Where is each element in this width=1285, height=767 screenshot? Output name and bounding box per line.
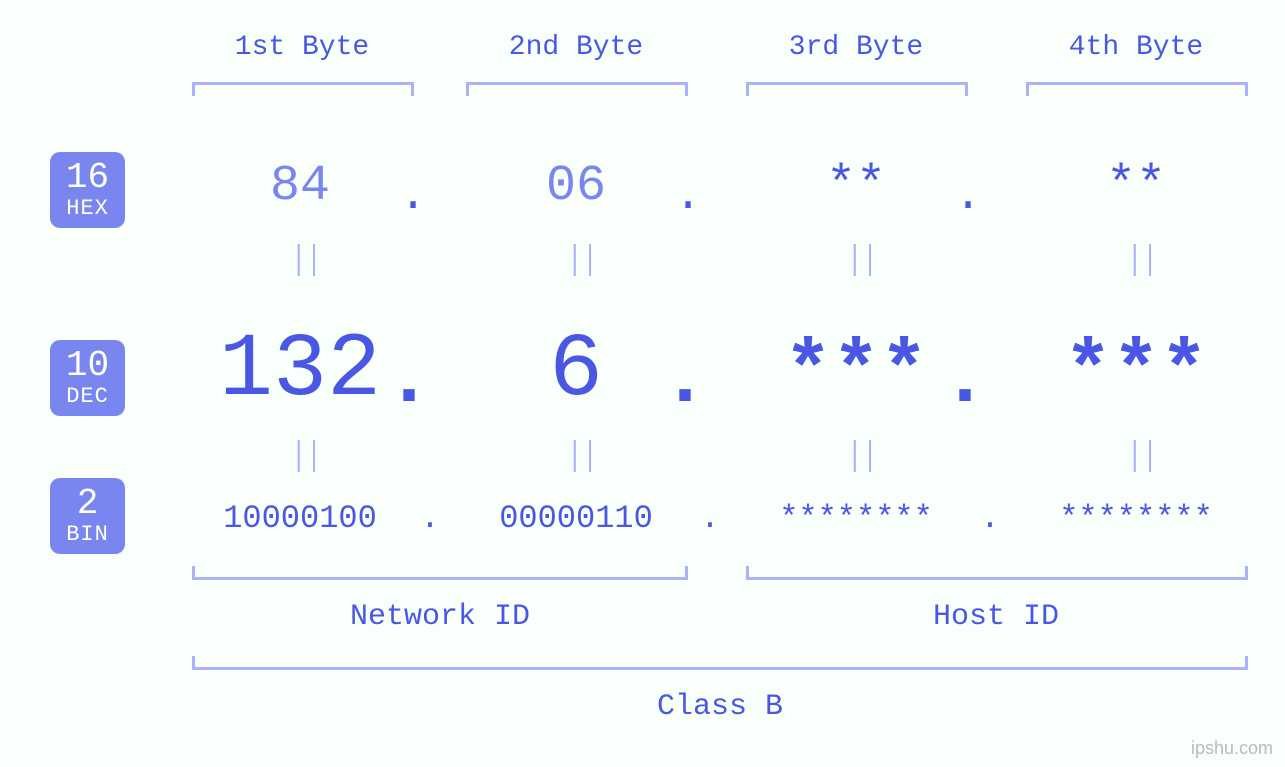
dec-sep-3: .: [950, 335, 980, 426]
hex-byte-4: **: [1036, 158, 1236, 215]
hex-byte-2: 06: [476, 158, 676, 215]
bin-sep-1: .: [420, 500, 440, 537]
badge-dec: 10 DEC: [50, 340, 125, 416]
hex-sep-1: .: [403, 170, 423, 222]
badge-hex-num: 16: [66, 160, 109, 196]
badge-hex: 16 HEX: [50, 152, 125, 228]
ip-diagram: 1st Byte 2nd Byte 3rd Byte 4th Byte 16 H…: [0, 0, 1285, 767]
byte-header-3: 3rd Byte: [786, 32, 926, 63]
eq-1-3: ||: [847, 242, 878, 280]
label-host: Host ID: [896, 600, 1096, 634]
bracket-host: [746, 566, 1248, 580]
dec-byte-2: 6: [456, 320, 696, 422]
label-class: Class B: [620, 690, 820, 724]
bin-byte-1: 10000100: [180, 500, 420, 537]
dec-byte-3: ***: [736, 328, 976, 419]
badge-dec-num: 10: [66, 348, 109, 384]
dec-sep-2: .: [670, 335, 700, 426]
dec-byte-1: 132: [180, 320, 420, 422]
bracket-class: [192, 656, 1248, 670]
eq-1-1: ||: [291, 242, 322, 280]
bin-sep-2: .: [700, 500, 720, 537]
dec-sep-1: .: [394, 335, 424, 426]
byte-header-4: 4th Byte: [1066, 32, 1206, 63]
bin-byte-2: 00000110: [456, 500, 696, 537]
hex-sep-3: .: [958, 170, 978, 222]
badge-hex-label: HEX: [66, 198, 109, 220]
bracket-network: [192, 566, 688, 580]
badge-dec-label: DEC: [66, 386, 109, 408]
eq-1-2: ||: [567, 242, 598, 280]
hex-byte-1: 84: [200, 158, 400, 215]
label-network: Network ID: [340, 600, 540, 634]
bracket-top-2: [466, 82, 688, 96]
byte-header-2: 2nd Byte: [506, 32, 646, 63]
eq-2-2: ||: [567, 438, 598, 476]
eq-2-4: ||: [1127, 438, 1158, 476]
bin-sep-3: .: [980, 500, 1000, 537]
eq-2-1: ||: [291, 438, 322, 476]
hex-byte-3: **: [756, 158, 956, 215]
bracket-top-4: [1026, 82, 1248, 96]
bin-byte-3: ********: [736, 500, 976, 537]
dec-byte-4: ***: [1016, 328, 1256, 419]
bracket-top-3: [746, 82, 968, 96]
eq-1-4: ||: [1127, 242, 1158, 280]
bin-byte-4: ********: [1016, 500, 1256, 537]
hex-sep-2: .: [678, 170, 698, 222]
bracket-top-1: [192, 82, 414, 96]
byte-header-1: 1st Byte: [232, 32, 372, 63]
eq-2-3: ||: [847, 438, 878, 476]
watermark: ipshu.com: [1191, 738, 1273, 759]
badge-bin: 2 BIN: [50, 478, 125, 554]
badge-bin-num: 2: [77, 486, 99, 522]
badge-bin-label: BIN: [66, 524, 109, 546]
